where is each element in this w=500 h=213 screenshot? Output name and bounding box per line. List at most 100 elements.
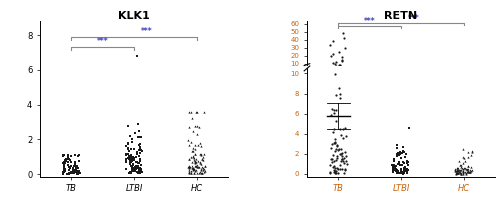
Point — [72, 164, 80, 167]
Point — [134, 168, 142, 171]
Point — [396, 152, 404, 155]
Point — [329, 62, 337, 65]
Point — [336, 69, 344, 72]
Point — [336, 152, 344, 155]
Point — [197, 167, 205, 171]
Point — [189, 146, 197, 150]
Point — [390, 163, 398, 166]
Point — [195, 165, 203, 169]
Point — [337, 153, 345, 156]
Point — [402, 70, 410, 73]
Point — [196, 152, 204, 156]
Point — [129, 164, 137, 167]
Point — [190, 172, 198, 175]
Point — [398, 172, 406, 175]
Point — [192, 169, 200, 172]
Point — [331, 169, 339, 172]
Point — [459, 171, 467, 175]
Point — [404, 70, 411, 73]
Point — [392, 169, 400, 172]
Point — [388, 70, 396, 73]
Point — [467, 153, 475, 157]
Point — [67, 165, 75, 168]
Point — [64, 160, 72, 164]
Point — [327, 68, 335, 72]
Point — [189, 168, 197, 171]
Point — [75, 171, 83, 174]
Point — [329, 153, 337, 157]
Point — [64, 168, 72, 172]
Point — [454, 70, 462, 73]
Point — [392, 167, 400, 170]
Point — [336, 163, 344, 166]
Point — [454, 70, 462, 73]
Point — [336, 92, 344, 96]
Point — [452, 171, 460, 174]
Point — [332, 170, 340, 173]
Point — [187, 172, 195, 175]
Point — [192, 110, 200, 113]
Point — [186, 164, 194, 167]
Point — [128, 167, 136, 170]
Point — [126, 172, 134, 175]
Point — [330, 65, 338, 69]
Point — [124, 142, 132, 145]
Point — [452, 169, 460, 172]
Point — [400, 70, 407, 73]
Point — [458, 70, 466, 73]
Point — [343, 163, 351, 166]
Point — [454, 70, 462, 73]
Point — [330, 70, 338, 73]
Point — [340, 70, 348, 73]
Point — [458, 70, 466, 73]
Point — [392, 164, 400, 168]
Point — [398, 151, 406, 154]
Point — [400, 170, 408, 173]
Point — [136, 161, 143, 164]
Point — [397, 70, 405, 73]
Point — [392, 143, 400, 147]
Point — [72, 167, 80, 171]
Point — [332, 69, 340, 72]
Point — [186, 170, 194, 173]
Point — [338, 136, 346, 140]
Point — [457, 171, 465, 175]
Point — [452, 172, 460, 175]
Point — [460, 167, 468, 170]
Point — [454, 171, 462, 175]
Point — [189, 130, 197, 133]
Point — [393, 171, 401, 174]
Point — [125, 172, 133, 175]
Point — [124, 157, 132, 160]
Point — [59, 161, 67, 165]
Point — [462, 70, 470, 73]
Point — [462, 170, 470, 174]
Point — [400, 70, 408, 73]
Point — [200, 152, 208, 155]
Point — [390, 69, 398, 73]
Point — [190, 165, 198, 168]
Point — [60, 166, 68, 169]
Point — [198, 154, 205, 157]
Point — [392, 68, 400, 72]
Point — [456, 163, 464, 166]
Point — [59, 171, 67, 174]
Title: RETN: RETN — [384, 10, 418, 20]
Point — [458, 69, 466, 73]
Point — [392, 70, 400, 73]
Point — [192, 161, 200, 164]
Point — [124, 153, 132, 156]
Point — [394, 162, 402, 165]
Point — [462, 171, 469, 174]
Point — [388, 69, 396, 73]
Point — [74, 166, 82, 170]
Point — [64, 163, 72, 166]
Point — [404, 69, 411, 73]
Point — [462, 170, 469, 174]
Point — [466, 70, 474, 73]
Point — [397, 169, 405, 173]
Point — [464, 68, 471, 72]
Point — [452, 171, 460, 175]
Point — [136, 154, 143, 158]
Point — [328, 69, 336, 72]
